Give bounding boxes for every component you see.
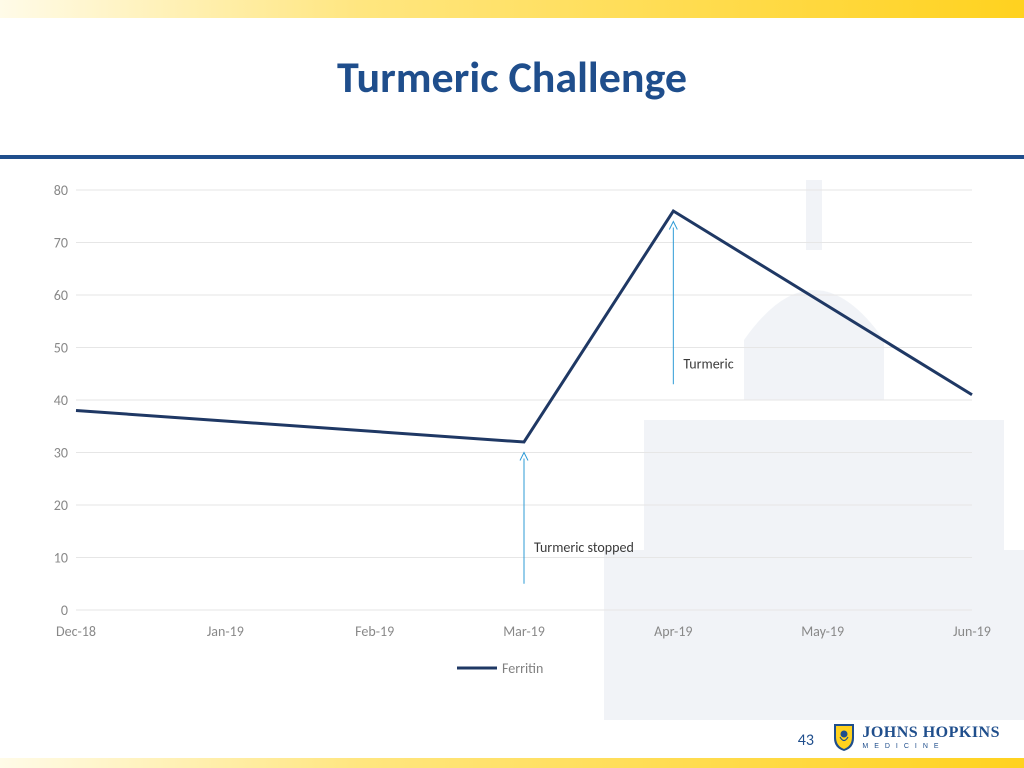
svg-text:Turmeric stopped: Turmeric stopped — [534, 539, 634, 556]
svg-text:60: 60 — [54, 287, 68, 304]
svg-text:Ferritin: Ferritin — [502, 660, 543, 677]
slide-title: Turmeric Challenge — [0, 50, 1024, 104]
svg-text:20: 20 — [54, 497, 68, 514]
svg-text:Mar-19: Mar-19 — [503, 623, 545, 640]
title-divider — [0, 155, 1024, 159]
hopkins-logo: JOHNS HOPKINS MEDICINE — [832, 722, 1000, 752]
svg-text:10: 10 — [54, 550, 68, 567]
svg-text:Turmeric: Turmeric — [683, 355, 733, 372]
bottom-accent-bar — [0, 758, 1024, 768]
shield-icon — [832, 722, 856, 752]
ferritin-line-chart: 0 10 20 30 40 50 60 70 80 Dec-18 Jan-19 Feb-19 Mar-1… — [32, 180, 992, 700]
svg-text:80: 80 — [54, 182, 68, 199]
svg-text:Feb-19: Feb-19 — [355, 623, 394, 640]
svg-text:40: 40 — [54, 392, 68, 409]
logo-sub-text: MEDICINE — [862, 743, 1000, 750]
svg-text:0: 0 — [61, 602, 68, 619]
logo-main-text: JOHNS HOPKINS — [862, 725, 1000, 741]
svg-text:May-19: May-19 — [801, 623, 844, 640]
svg-text:Apr-19: Apr-19 — [654, 623, 692, 640]
svg-text:30: 30 — [54, 445, 68, 462]
svg-text:Jan-19: Jan-19 — [207, 623, 244, 640]
svg-text:70: 70 — [54, 235, 68, 252]
top-accent-bar — [0, 0, 1024, 18]
svg-text:Dec-18: Dec-18 — [56, 623, 96, 640]
slide-number: 43 — [798, 731, 814, 750]
svg-text:50: 50 — [54, 340, 68, 357]
svg-text:Jun-19: Jun-19 — [953, 623, 991, 640]
